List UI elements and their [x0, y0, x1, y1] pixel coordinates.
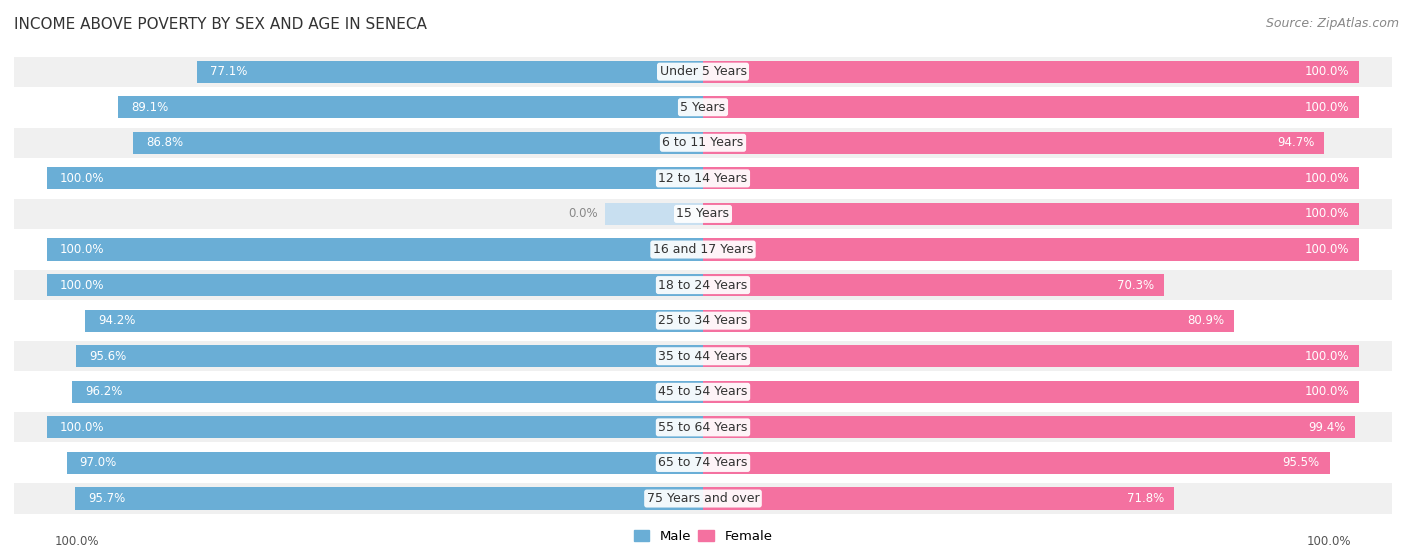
Bar	[14, 163, 1392, 193]
Bar	[703, 239, 1360, 260]
Bar	[703, 381, 1360, 403]
Text: 6 to 11 Years: 6 to 11 Years	[662, 136, 744, 149]
Text: 80.9%: 80.9%	[1187, 314, 1225, 327]
Bar	[703, 203, 1360, 225]
Text: 100.0%: 100.0%	[1305, 385, 1350, 399]
Bar	[14, 484, 1392, 514]
Text: 71.8%: 71.8%	[1128, 492, 1164, 505]
Bar	[703, 96, 1360, 119]
Text: 95.5%: 95.5%	[1282, 457, 1320, 470]
Bar	[14, 92, 1392, 122]
Text: 100.0%: 100.0%	[1305, 243, 1350, 256]
Bar	[14, 377, 1392, 407]
Text: 35 to 44 Years: 35 to 44 Years	[658, 350, 748, 363]
Bar	[72, 381, 703, 403]
Bar	[703, 60, 1360, 83]
Text: 100.0%: 100.0%	[1306, 535, 1351, 548]
Text: 45 to 54 Years: 45 to 54 Years	[658, 385, 748, 399]
Text: 96.2%: 96.2%	[84, 385, 122, 399]
Bar	[703, 167, 1360, 190]
Text: 99.4%: 99.4%	[1308, 421, 1346, 434]
Text: 89.1%: 89.1%	[132, 101, 169, 113]
Bar	[14, 199, 1392, 229]
Bar	[14, 56, 1392, 87]
Text: 65 to 74 Years: 65 to 74 Years	[658, 457, 748, 470]
Bar	[14, 413, 1392, 443]
Bar	[14, 234, 1392, 264]
Text: 100.0%: 100.0%	[1305, 207, 1350, 220]
Text: 77.1%: 77.1%	[211, 65, 247, 78]
Bar	[703, 452, 1330, 474]
Text: 0.0%: 0.0%	[568, 207, 598, 220]
Text: 75 Years and over: 75 Years and over	[647, 492, 759, 505]
Text: 16 and 17 Years: 16 and 17 Years	[652, 243, 754, 256]
Text: 100.0%: 100.0%	[1305, 172, 1350, 185]
Text: 70.3%: 70.3%	[1118, 278, 1154, 292]
Bar	[76, 345, 703, 367]
Text: 12 to 14 Years: 12 to 14 Years	[658, 172, 748, 185]
Bar	[84, 310, 703, 331]
Bar	[75, 487, 703, 510]
Bar	[14, 127, 1392, 158]
Bar	[605, 203, 703, 225]
Bar	[46, 167, 703, 190]
Bar	[46, 239, 703, 260]
Bar	[703, 416, 1355, 438]
Legend: Male, Female: Male, Female	[628, 525, 778, 548]
Bar	[46, 416, 703, 438]
Text: 55 to 64 Years: 55 to 64 Years	[658, 421, 748, 434]
Bar	[703, 310, 1234, 331]
Text: 95.7%: 95.7%	[89, 492, 125, 505]
Text: 18 to 24 Years: 18 to 24 Years	[658, 278, 748, 292]
Text: INCOME ABOVE POVERTY BY SEX AND AGE IN SENECA: INCOME ABOVE POVERTY BY SEX AND AGE IN S…	[14, 17, 427, 32]
Text: Source: ZipAtlas.com: Source: ZipAtlas.com	[1265, 17, 1399, 30]
Text: 15 Years: 15 Years	[676, 207, 730, 220]
Bar	[14, 448, 1392, 478]
Text: 100.0%: 100.0%	[1305, 101, 1350, 113]
Bar	[703, 487, 1174, 510]
Text: 97.0%: 97.0%	[80, 457, 117, 470]
Bar	[66, 452, 703, 474]
Bar	[46, 274, 703, 296]
Text: 86.8%: 86.8%	[146, 136, 184, 149]
Bar	[14, 306, 1392, 336]
Bar	[197, 60, 703, 83]
Text: 94.7%: 94.7%	[1277, 136, 1315, 149]
Bar	[703, 274, 1164, 296]
Text: 100.0%: 100.0%	[60, 278, 104, 292]
Bar	[118, 96, 703, 119]
Bar	[14, 270, 1392, 300]
Text: 100.0%: 100.0%	[1305, 65, 1350, 78]
Text: 100.0%: 100.0%	[55, 535, 100, 548]
Text: 100.0%: 100.0%	[60, 172, 104, 185]
Bar	[703, 345, 1360, 367]
Text: 94.2%: 94.2%	[98, 314, 135, 327]
Text: 100.0%: 100.0%	[60, 243, 104, 256]
Bar	[14, 341, 1392, 371]
Text: 5 Years: 5 Years	[681, 101, 725, 113]
Bar	[134, 132, 703, 154]
Text: 95.6%: 95.6%	[89, 350, 127, 363]
Text: 100.0%: 100.0%	[60, 421, 104, 434]
Text: 25 to 34 Years: 25 to 34 Years	[658, 314, 748, 327]
Text: Under 5 Years: Under 5 Years	[659, 65, 747, 78]
Bar	[703, 132, 1324, 154]
Text: 100.0%: 100.0%	[1305, 350, 1350, 363]
